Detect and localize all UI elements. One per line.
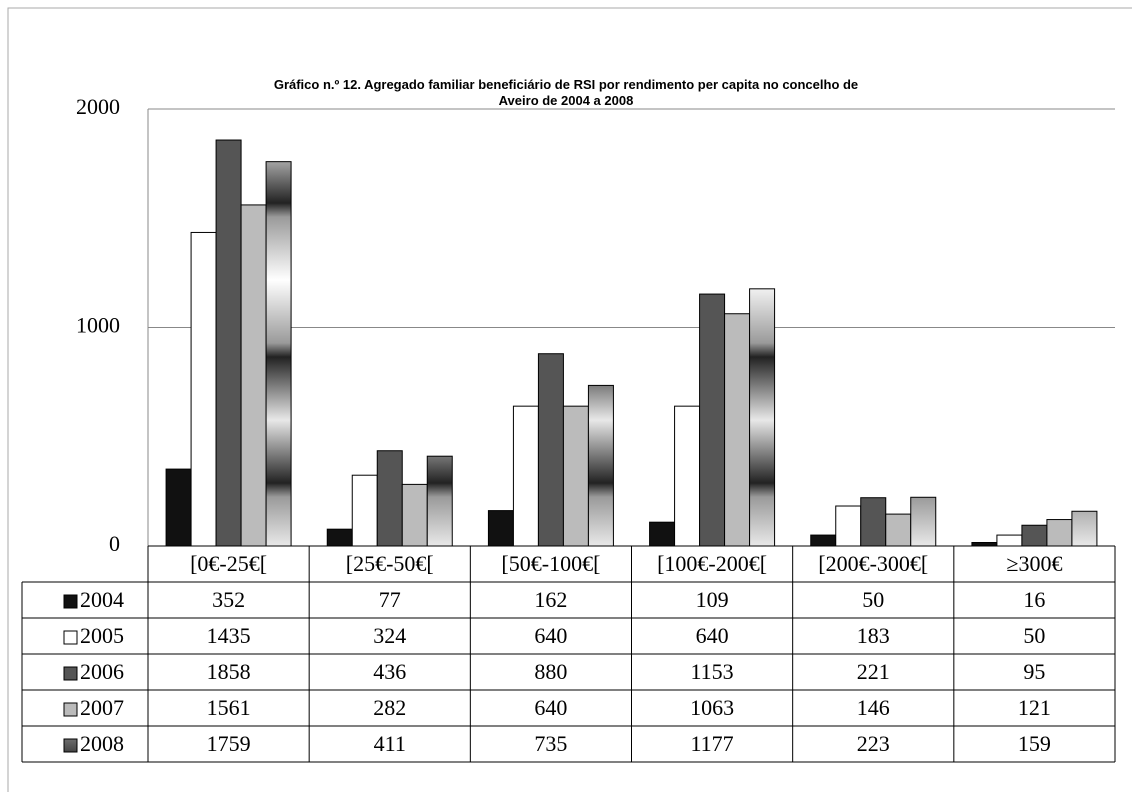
y-tick-label: 2000 bbox=[76, 94, 120, 119]
bar bbox=[810, 534, 837, 547]
bar bbox=[996, 534, 1023, 547]
table-value: 121 bbox=[1018, 695, 1051, 720]
table-value: 221 bbox=[857, 659, 890, 684]
bar bbox=[860, 497, 887, 547]
bar bbox=[190, 231, 217, 547]
frame bbox=[7, 7, 1132, 792]
x-tick-label: ≥300€ bbox=[1006, 551, 1062, 576]
x-tick-label: [25€-50€[ bbox=[346, 551, 434, 576]
bar bbox=[487, 510, 514, 547]
table-value: 1063 bbox=[690, 695, 734, 720]
table-value: 1435 bbox=[207, 623, 251, 648]
bar bbox=[885, 513, 912, 547]
bar bbox=[587, 384, 614, 547]
table-value: 183 bbox=[857, 623, 890, 648]
bar bbox=[326, 528, 353, 547]
table-value: 223 bbox=[857, 731, 890, 756]
table-value: 162 bbox=[534, 587, 567, 612]
legend-label: 2008 bbox=[80, 731, 124, 756]
table-value: 640 bbox=[534, 623, 567, 648]
bar bbox=[537, 353, 564, 547]
y-tick-label: 1000 bbox=[76, 313, 120, 338]
table-value: 640 bbox=[696, 623, 729, 648]
legend-label: 2004 bbox=[80, 587, 124, 612]
table-value: 1759 bbox=[207, 731, 251, 756]
legend-label: 2006 bbox=[80, 659, 124, 684]
table-value: 880 bbox=[534, 659, 567, 684]
table-value: 1177 bbox=[690, 731, 733, 756]
table-value: 146 bbox=[857, 695, 890, 720]
legend-key bbox=[63, 630, 78, 645]
bar bbox=[215, 139, 242, 547]
bar bbox=[971, 542, 998, 547]
bar bbox=[910, 496, 937, 547]
table-value: 50 bbox=[1023, 623, 1045, 648]
table-value: 109 bbox=[696, 587, 729, 612]
table-value: 640 bbox=[534, 695, 567, 720]
bar bbox=[1021, 524, 1048, 547]
legend-label: 2005 bbox=[80, 623, 124, 648]
table-value: 436 bbox=[373, 659, 406, 684]
table-value: 735 bbox=[534, 731, 567, 756]
table-value: 282 bbox=[373, 695, 406, 720]
table-value: 95 bbox=[1023, 659, 1045, 684]
table-value: 16 bbox=[1023, 587, 1045, 612]
legend-key bbox=[63, 594, 78, 609]
bar bbox=[649, 521, 676, 547]
table-value: 352 bbox=[212, 587, 245, 612]
table-value: 77 bbox=[379, 587, 401, 612]
legend-key bbox=[63, 666, 78, 681]
table-value: 411 bbox=[374, 731, 406, 756]
bar bbox=[401, 483, 428, 547]
legend-label: 2007 bbox=[80, 695, 124, 720]
chart-title: Gráfico n.º 12. Agregado familiar benefi… bbox=[273, 77, 859, 108]
bar bbox=[699, 293, 726, 547]
bar bbox=[674, 405, 701, 547]
bar bbox=[165, 468, 192, 547]
bar bbox=[512, 405, 539, 547]
table-value: 1561 bbox=[207, 695, 251, 720]
bar bbox=[562, 405, 589, 547]
x-tick-label: [100€-200€[ bbox=[657, 551, 767, 576]
bar bbox=[724, 313, 751, 547]
bar bbox=[749, 288, 776, 547]
bar bbox=[351, 474, 378, 547]
table-value: 324 bbox=[373, 623, 406, 648]
bar bbox=[376, 450, 403, 547]
legend-key bbox=[63, 702, 78, 717]
legend-key bbox=[63, 738, 78, 753]
table-value: 1858 bbox=[207, 659, 251, 684]
bar bbox=[1071, 510, 1098, 547]
bar bbox=[426, 455, 453, 547]
x-tick-label: [50€-100€[ bbox=[501, 551, 600, 576]
bar bbox=[240, 204, 267, 547]
bar bbox=[1046, 519, 1073, 547]
x-tick-label: [200€-300€[ bbox=[818, 551, 928, 576]
y-tick-label: 0 bbox=[109, 531, 120, 556]
x-tick-label: [0€-25€[ bbox=[190, 551, 267, 576]
table-value: 1153 bbox=[690, 659, 733, 684]
table-value: 50 bbox=[862, 587, 884, 612]
bar bbox=[835, 505, 862, 547]
table-value: 159 bbox=[1018, 731, 1051, 756]
bar bbox=[265, 161, 292, 547]
